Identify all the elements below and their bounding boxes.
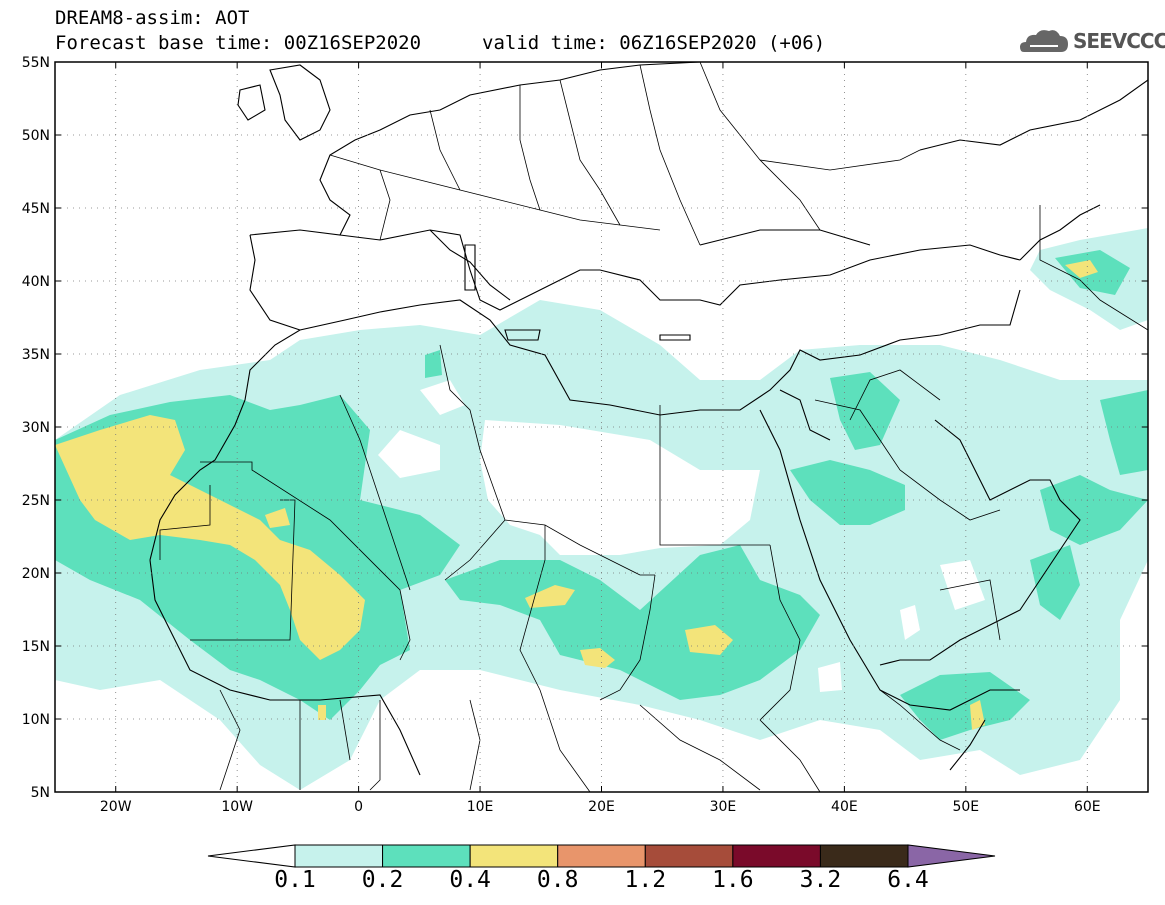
colorbar-label: 1.6 [712,867,754,893]
forecast-base-time: Forecast base time: 00Z16SEP2020 [55,32,422,54]
lon-label: 20W [100,799,132,815]
aot-holes [378,380,985,692]
valid-time: valid time: 06Z16SEP2020 (+06) [482,32,826,54]
colorbar [207,844,996,868]
colorbar-label: 1.2 [624,867,667,893]
lat-label: 55N [22,55,50,71]
lat-label: 30N [22,420,50,436]
colorbar-swatch [557,844,646,868]
colorbar-label: 0.8 [536,867,579,893]
logo-text: SEEVCCC [1073,29,1165,53]
colorbar-label: 3.2 [799,867,842,893]
aot-layer-0-4 [55,260,1098,730]
country-borders [159,61,1149,793]
coastlines [149,61,1149,776]
graticule [55,62,1148,792]
colorbar-label: 0.4 [449,867,491,893]
lat-label: 35N [22,347,50,363]
colorbar-label: 0.2 [361,867,404,893]
colorbar-extend-high [907,844,996,868]
colorbar-swatch [469,844,559,868]
lat-label: 20N [22,566,50,582]
colorbar-swatch [294,844,384,868]
lon-label: 60E [1074,799,1101,815]
lon-label: 50E [952,799,979,815]
lat-label: 40N [22,274,50,290]
axis-ticks: 55N 50N 45N 40N 35N 30N 25N 20N 15N 10N 5N 20W 10W 0 1… [22,55,1148,815]
colorbar-extend-low [207,844,296,868]
lon-label: 0 [354,799,363,815]
cloud-icon [1020,30,1068,52]
colorbar-swatch [732,844,821,868]
chart-title: DREAM8-assim: AOT [55,7,250,29]
lon-label: 30E [710,799,737,815]
lon-label: 20E [588,799,615,815]
colorbar-swatch [382,844,471,868]
colorbar-label: 6.4 [887,867,929,893]
lat-label: 15N [22,639,50,655]
colorbar-label: 0.1 [274,867,316,893]
colorbar-swatch [644,844,734,868]
lon-label: 40E [831,799,858,815]
lat-label: 25N [22,493,50,509]
lon-label: 10E [467,799,494,815]
lat-label: 45N [22,201,50,217]
lat-label: 50N [22,128,50,144]
colorbar-swatch [819,844,909,868]
lat-label: 5N [31,785,50,801]
lon-label: 10W [221,799,253,815]
lat-label: 10N [22,712,50,728]
